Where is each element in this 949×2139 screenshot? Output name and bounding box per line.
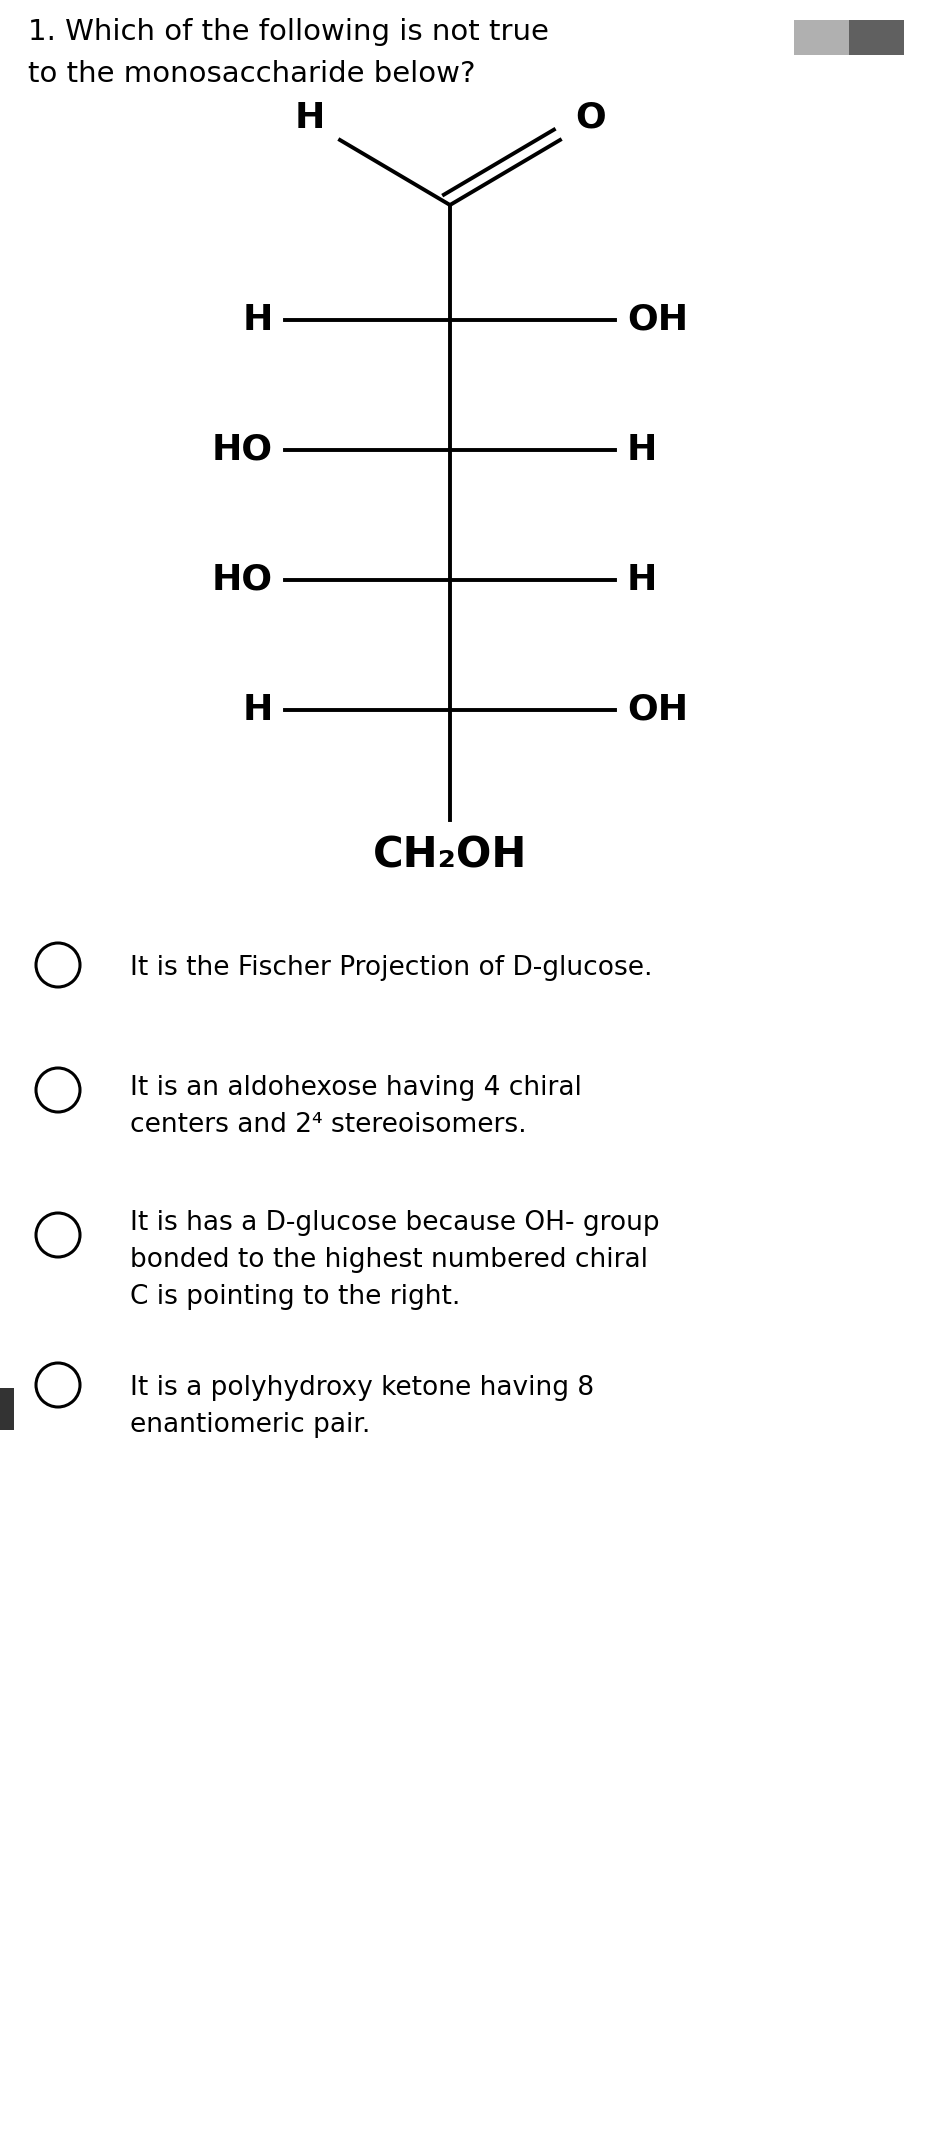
Text: OH: OH (627, 693, 688, 727)
Text: HO: HO (212, 432, 273, 466)
Text: It is an aldohexose having 4 chiral
centers and 2⁴ stereoisomers.: It is an aldohexose having 4 chiral cent… (130, 1076, 582, 1138)
Text: H: H (243, 304, 273, 338)
Bar (0, 1388, 14, 1431)
Text: H: H (627, 432, 658, 466)
Text: H: H (627, 563, 658, 597)
Text: to the monosaccharide below?: to the monosaccharide below? (28, 60, 475, 88)
Text: It is a polyhydroxy ketone having 8
enantiomeric pair.: It is a polyhydroxy ketone having 8 enan… (130, 1375, 594, 1437)
Text: H: H (243, 693, 273, 727)
Bar (849, 19, 904, 56)
Text: O: O (575, 101, 605, 135)
Text: CH₂OH: CH₂OH (373, 834, 528, 877)
Text: H: H (294, 101, 325, 135)
Text: OH: OH (627, 304, 688, 338)
Text: It is has a D-glucose because OH- group
bonded to the highest numbered chiral
C : It is has a D-glucose because OH- group … (130, 1211, 660, 1309)
Text: HO: HO (212, 563, 273, 597)
Text: It is the Fischer Projection of D-glucose.: It is the Fischer Projection of D-glucos… (130, 954, 653, 982)
Text: 1. Which of the following is not true: 1. Which of the following is not true (28, 17, 549, 47)
Bar (794, 19, 849, 56)
